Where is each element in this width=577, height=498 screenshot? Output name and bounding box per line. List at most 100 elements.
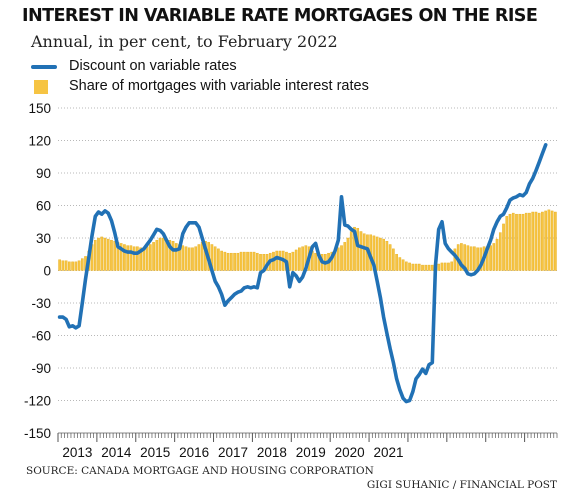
bar: [246, 251, 249, 271]
bar: [336, 247, 340, 271]
bar: [236, 252, 240, 271]
y-tick-label: 120: [28, 134, 51, 149]
line-series: [57, 143, 548, 404]
bar: [362, 233, 366, 271]
bar: [359, 231, 363, 271]
bar: [424, 264, 428, 271]
y-tick-label: -30: [31, 296, 51, 311]
legend-bar-swatch: [34, 80, 48, 94]
bar: [64, 260, 68, 271]
bar: [440, 262, 444, 271]
bar: [252, 251, 256, 271]
bar: [149, 244, 152, 271]
y-tick-label: -60: [31, 329, 51, 344]
bar: [505, 216, 509, 271]
bar: [346, 237, 350, 271]
bar: [291, 251, 295, 271]
y-tick-label: 30: [36, 231, 51, 246]
bar: [77, 260, 81, 271]
x-axis: 2013 2014 2015 2016 2017 2018 2019 2020 2021: [57, 432, 558, 460]
bar: [375, 236, 379, 271]
bar: [534, 211, 538, 271]
bar: [508, 213, 512, 271]
bar: [233, 252, 236, 271]
bar: [502, 223, 505, 271]
bar: [161, 237, 165, 271]
bar: [220, 250, 223, 271]
bar: [80, 258, 84, 271]
bar: [123, 244, 126, 271]
bar: [275, 250, 279, 271]
bar: [213, 246, 217, 271]
bar: [226, 252, 230, 271]
bar: [379, 237, 382, 271]
legend-line-swatch: [31, 65, 57, 69]
bar: [132, 246, 136, 271]
bar: [191, 247, 194, 271]
bar: [521, 213, 525, 271]
x-tick-label: 2016: [179, 445, 209, 460]
bar: [301, 246, 304, 271]
bar: [171, 241, 175, 271]
bar: [421, 264, 424, 271]
bar: [417, 263, 421, 271]
y-tick-label: 90: [36, 166, 51, 181]
bar: [217, 248, 220, 271]
x-tick-label: 2017: [218, 445, 248, 460]
bar: [531, 211, 535, 271]
y-tick-label: 60: [36, 199, 51, 214]
y-tick-label: -90: [31, 361, 51, 376]
bar: [430, 264, 434, 271]
bar: [129, 245, 133, 271]
bar: [388, 244, 392, 271]
bar: [447, 262, 450, 271]
chart-subtitle: Annual, in per cent, to February 2022: [31, 32, 338, 51]
bar: [511, 212, 515, 271]
bar: [184, 246, 188, 271]
bar: [356, 228, 360, 271]
bar: [385, 241, 389, 271]
bar: [71, 261, 74, 271]
bar: [259, 254, 262, 271]
bar: [106, 238, 110, 271]
bar: [288, 252, 291, 271]
bar: [223, 251, 227, 271]
y-tick-label: 0: [43, 264, 51, 279]
bar: [158, 237, 162, 271]
bar: [466, 245, 470, 271]
legend-bar-label: Share of mortgages with variable interes…: [69, 78, 369, 94]
bar: [524, 212, 528, 271]
bar: [492, 243, 496, 271]
bar: [401, 259, 405, 271]
bar: [249, 251, 253, 271]
x-tick-label: 2021: [373, 445, 403, 460]
bar: [450, 261, 454, 271]
bar: [136, 246, 139, 271]
chart-title: INTEREST IN VARIABLE RATE MORTGAGES ON T…: [22, 6, 538, 26]
bar: [437, 263, 441, 271]
bar: [537, 212, 541, 271]
bar: [194, 246, 198, 271]
bar: [230, 252, 233, 271]
bar: [255, 252, 259, 271]
bar: [145, 246, 149, 271]
bar: [495, 238, 499, 271]
bar: [314, 252, 317, 271]
x-tick-label: 2015: [140, 445, 170, 460]
bar: [398, 257, 402, 271]
bar: [489, 245, 492, 271]
bar: [528, 212, 531, 271]
bar: [408, 262, 411, 271]
bar: [119, 243, 123, 271]
bar: [544, 210, 547, 271]
bar: [427, 264, 431, 271]
bar: [382, 238, 385, 271]
bar: [139, 247, 142, 271]
x-tick-label: 2019: [296, 445, 326, 460]
source-note: SOURCE: CANADA MORTGAGE AND HOUSING CORP…: [26, 465, 374, 477]
bar: [518, 213, 522, 271]
credit-note: GIGI SUHANIC / FINANCIAL POST: [366, 479, 557, 491]
bar: [239, 251, 243, 271]
bar: [100, 236, 104, 271]
